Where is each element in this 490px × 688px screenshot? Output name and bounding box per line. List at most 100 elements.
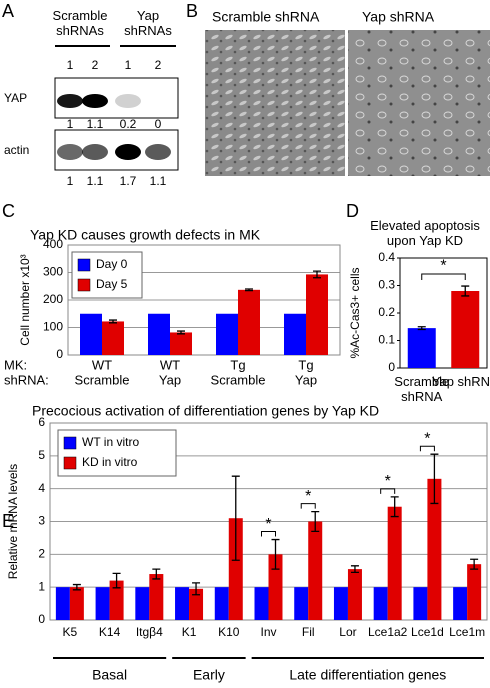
x-tick-label: Scramble shRNA	[394, 374, 450, 404]
bar	[102, 321, 124, 355]
x-tick-label: Inv	[260, 625, 276, 639]
micrograph	[348, 30, 490, 176]
x-tick-label: Lce1m	[449, 625, 485, 639]
y-axis-label: Cell number x10³	[18, 254, 32, 345]
error-bar	[271, 538, 280, 570]
significance-label: *	[305, 488, 311, 505]
quantity: 1.1	[87, 117, 104, 131]
bar	[453, 587, 468, 620]
x-tick-label: Scramble	[211, 372, 266, 387]
bar	[427, 478, 442, 620]
band	[82, 144, 108, 160]
bar	[308, 521, 323, 620]
bar	[407, 328, 436, 368]
quantity: 0.2	[120, 117, 137, 131]
lane-label: 1	[125, 58, 132, 72]
y-tick-label: 300	[43, 265, 63, 279]
x-tick-label: Fil	[302, 625, 315, 639]
lane-label: 2	[92, 58, 99, 72]
bar	[268, 554, 283, 620]
legend-swatch	[63, 436, 77, 450]
significance-bracket	[419, 445, 435, 452]
group-label: Early	[193, 667, 225, 683]
bar	[347, 569, 362, 620]
band	[145, 144, 171, 160]
x-tick-label: Tg	[298, 357, 313, 372]
bar	[373, 587, 388, 620]
image-label: Scramble shRNA	[212, 9, 320, 25]
band	[82, 94, 108, 108]
chart-title: Elevated apoptosis upon Yap KD	[370, 218, 480, 248]
group-label: Basal	[92, 667, 127, 683]
error-bar	[72, 583, 81, 591]
significance-label: *	[424, 430, 430, 447]
bar	[55, 587, 70, 620]
bar	[175, 587, 190, 620]
significance-bracket	[261, 531, 276, 537]
error-bar	[245, 288, 253, 292]
bar	[306, 274, 328, 355]
significance-bracket	[421, 273, 466, 281]
legend-label: Day 0	[96, 257, 128, 271]
legend-label: WT in vitro	[82, 435, 139, 449]
error-bar	[311, 511, 320, 532]
x-tick-label: Scramble	[75, 372, 130, 387]
error-bar	[231, 475, 240, 561]
significance-label: *	[385, 473, 391, 490]
error-bar	[109, 319, 117, 324]
y-tick-label: 200	[43, 292, 63, 306]
bar	[294, 587, 309, 620]
error-bar	[152, 568, 161, 580]
x-tick-label: Lor	[339, 625, 356, 639]
image-label: Yap shRNA	[362, 9, 435, 25]
bar	[80, 313, 102, 355]
error-bar	[461, 285, 470, 297]
y-tick-label: 5	[38, 448, 45, 462]
x-tick-label: K5	[63, 625, 78, 639]
y-tick-label: 0.4	[378, 250, 395, 264]
error-bar	[417, 326, 426, 331]
bar	[387, 506, 402, 620]
significance-bracket	[300, 503, 316, 509]
significance-label: *	[440, 257, 446, 274]
bar	[135, 587, 150, 620]
error-bar	[192, 582, 201, 596]
bar	[228, 518, 243, 620]
x-row-label: MK:	[4, 357, 27, 372]
legend-box	[57, 429, 177, 477]
legend-label: KD in vitro	[82, 455, 138, 469]
x-tick-label: Lce1d	[411, 625, 444, 639]
group-label: Scramble shRNAs	[52, 8, 108, 38]
x-tick-label: K14	[99, 625, 121, 639]
significance-label: *	[265, 516, 271, 533]
y-tick-label: 3	[38, 514, 45, 528]
x-tick-label: K10	[218, 625, 240, 639]
band	[115, 144, 141, 160]
panel-letter: A	[2, 1, 14, 21]
quantity: 0	[155, 117, 162, 131]
panel-letter: C	[2, 201, 15, 221]
band	[57, 144, 83, 160]
band	[145, 94, 171, 108]
x-tick-label: WT	[92, 357, 112, 372]
error-bar	[112, 572, 121, 589]
bar	[333, 587, 348, 620]
legend-swatch	[77, 258, 91, 272]
error-bar	[430, 453, 439, 505]
significance-bracket	[380, 488, 396, 494]
blot-label: YAP	[4, 91, 27, 105]
bar	[95, 587, 110, 620]
micrograph	[205, 30, 345, 176]
y-tick-label: 0	[388, 360, 395, 374]
band	[115, 94, 141, 108]
y-tick-label: 0	[38, 612, 45, 626]
legend-label: Day 5	[96, 277, 128, 291]
chart-title: Precocious activation of differentiation…	[32, 403, 379, 419]
x-tick-label: Tg	[230, 357, 245, 372]
bar	[189, 588, 204, 620]
bar	[149, 574, 164, 620]
y-tick-label: 6	[38, 415, 45, 429]
quantity: 1.1	[150, 174, 167, 188]
